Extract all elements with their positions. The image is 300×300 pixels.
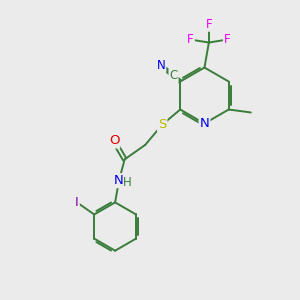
Text: O: O xyxy=(109,134,119,148)
Text: N: N xyxy=(114,174,124,187)
Text: N: N xyxy=(200,117,209,130)
Text: F: F xyxy=(187,33,194,46)
Text: F: F xyxy=(206,18,212,31)
Text: C: C xyxy=(169,69,178,82)
Text: H: H xyxy=(123,176,132,189)
Text: I: I xyxy=(75,196,79,209)
Text: F: F xyxy=(224,33,230,46)
Text: S: S xyxy=(158,118,166,131)
Text: N: N xyxy=(157,59,166,72)
